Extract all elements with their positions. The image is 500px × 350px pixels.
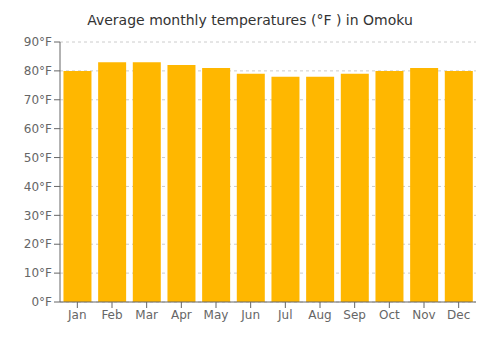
svg-text:Jun: Jun (240, 308, 260, 322)
html-text:Average monthly temperatures (: Average monthly temperatures (°F ) in Om… (87, 12, 413, 28)
svg-text:Feb: Feb (101, 308, 122, 322)
svg-text:30°F: 30°F (24, 209, 52, 223)
svg-text:80°F: 80°F (24, 64, 52, 78)
svg-text:Sep: Sep (343, 308, 366, 322)
svg-text:20°F: 20°F (24, 237, 52, 251)
svg-text:10°F: 10°F (24, 266, 52, 280)
svg-text:Apr: Apr (171, 308, 192, 322)
svg-text:May: May (204, 308, 229, 322)
svg-text:60°F: 60°F (24, 122, 52, 136)
svg-text:Jul: Jul (277, 308, 292, 322)
svg-text:Dec: Dec (447, 308, 470, 322)
svg-text:Mar: Mar (135, 308, 158, 322)
svg-text:Jan: Jan (67, 308, 87, 322)
svg-text:Oct: Oct (379, 308, 400, 322)
svg-text:Aug: Aug (308, 308, 331, 322)
svg-text:70°F: 70°F (24, 93, 52, 107)
svg-text:Nov: Nov (412, 308, 435, 322)
svg-text:0°F: 0°F (31, 295, 52, 309)
svg-text:50°F: 50°F (24, 151, 52, 165)
svg-text:90°F: 90°F (24, 35, 52, 49)
svg-text:40°F: 40°F (24, 180, 52, 194)
